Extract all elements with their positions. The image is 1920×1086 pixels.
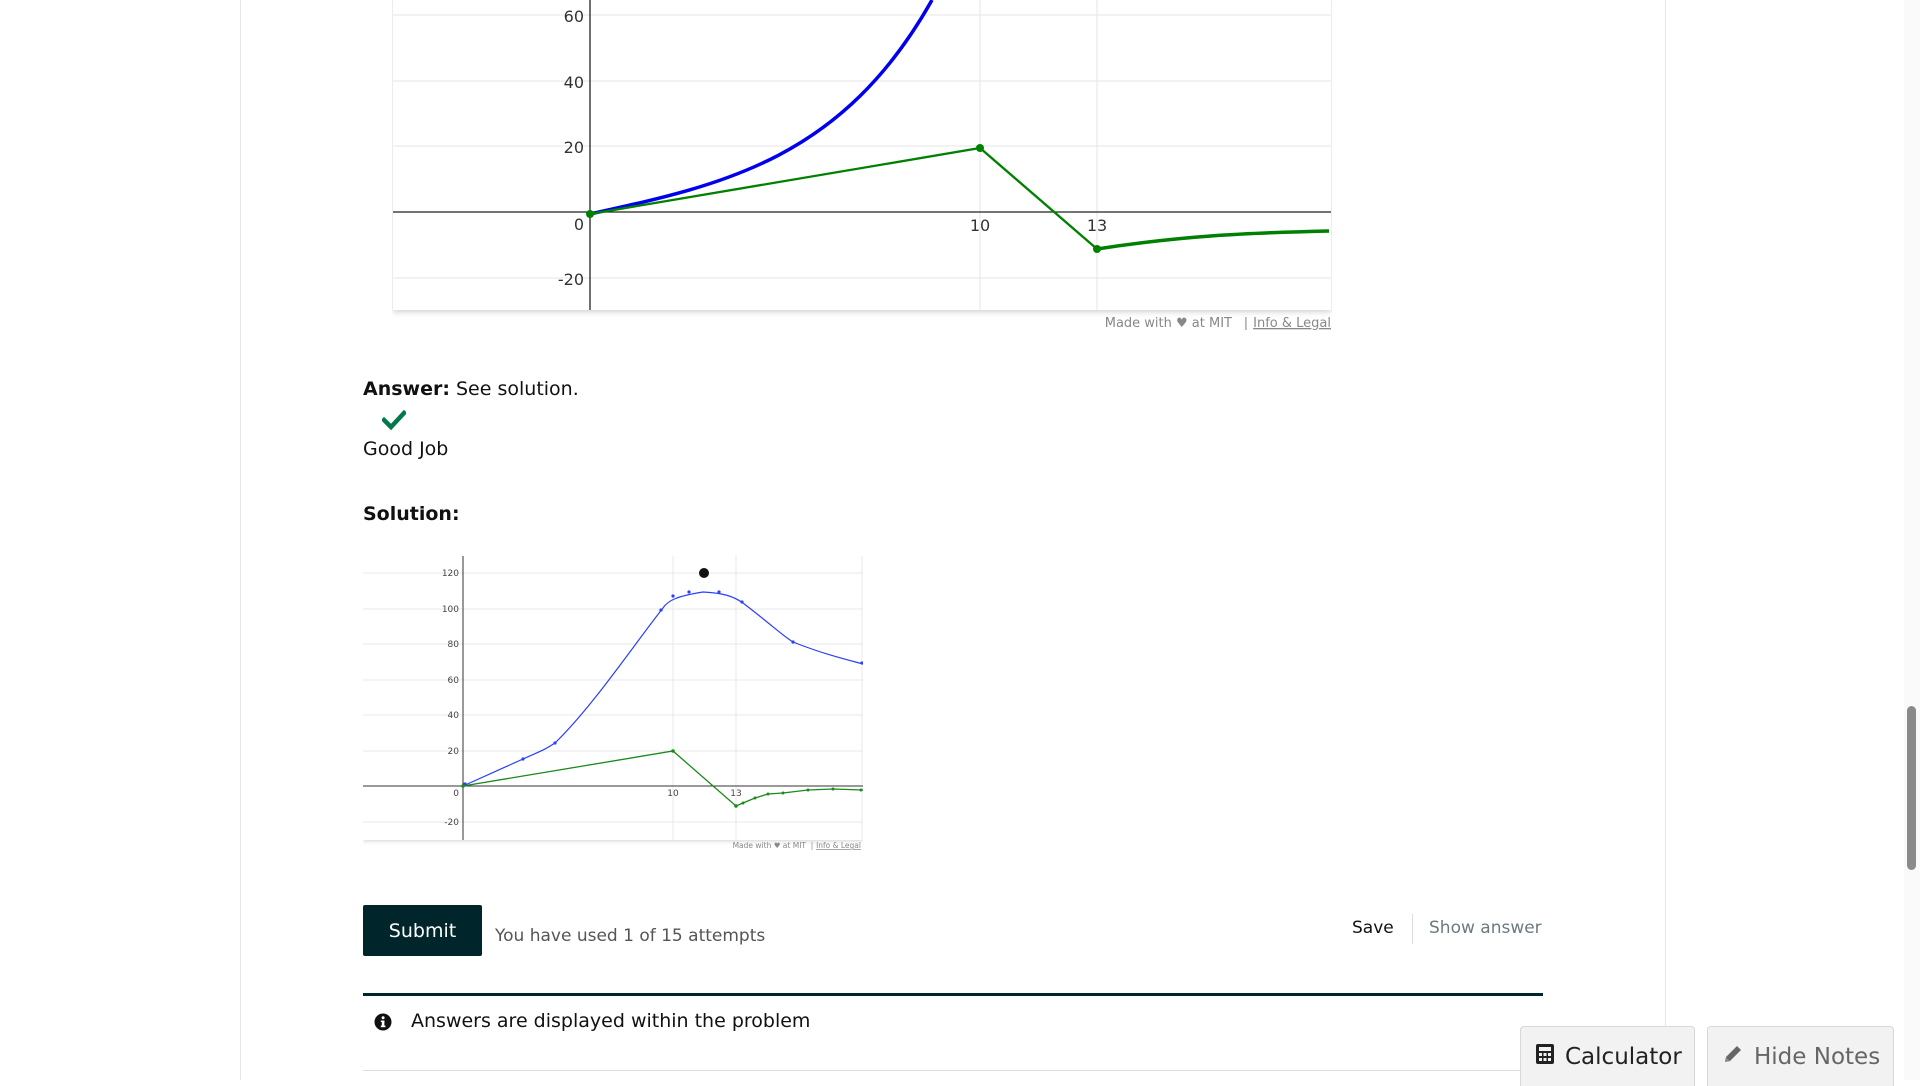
- graph-credit: Made with ♥ at MIT: [1105, 316, 1232, 330]
- green-tail-curve[interactable]: [1096, 229, 1330, 251]
- pencil-icon: [1722, 1043, 1744, 1071]
- info-legal-link[interactable]: Info & Legal: [1253, 316, 1331, 331]
- y-tick-label: 60: [564, 7, 584, 26]
- calculator-icon: [1535, 1043, 1555, 1071]
- answer-label: Answer:: [363, 378, 450, 400]
- solution-gridlines: [363, 556, 863, 840]
- solution-y-tick-label: -20: [444, 818, 459, 828]
- feedback-message: Good Job: [363, 438, 449, 460]
- page-scrollbar-track[interactable]: [1904, 0, 1920, 1080]
- solution-graph: 120 100 80 60 40 20 0 -20 10 13: [363, 556, 864, 850]
- solution-y-tick-label: 80: [448, 640, 460, 650]
- y-tick-label: 0: [574, 215, 584, 234]
- solution-green-line: [462, 750, 864, 807]
- solution-y-tick-label: 120: [442, 569, 459, 579]
- notice-message: Answers are displayed within the problem: [411, 1010, 811, 1032]
- solution-x-tick-label: 13: [730, 789, 741, 799]
- check-icon: [382, 410, 406, 430]
- solution-y-tick-label: 40: [448, 711, 460, 721]
- green-point[interactable]: [586, 210, 594, 218]
- y-tick-label: -20: [558, 270, 584, 289]
- answer-text: See solution.: [456, 378, 579, 400]
- hide-notes-label: Hide Notes: [1754, 1043, 1881, 1070]
- solution-info-legal-link[interactable]: Info & Legal: [816, 841, 861, 850]
- graph-plot-area: [393, 0, 1331, 310]
- solution-y-tick-label: 20: [448, 747, 460, 757]
- solution-heading: Solution:: [363, 503, 460, 525]
- action-divider: [1412, 914, 1413, 944]
- blue-curve[interactable]: [589, 0, 934, 216]
- show-answer-button[interactable]: Show answer: [1429, 918, 1542, 938]
- solution-graph-svg: 120 100 80 60 40 20 0 -20 10 13: [363, 556, 864, 850]
- y-tick-label: 40: [564, 73, 584, 92]
- student-answer-graph[interactable]: 60 40 20 0 -20 10 13 Made with ♥ at MIT …: [392, 0, 1332, 331]
- notice-bottom-rule: [363, 1070, 1543, 1071]
- solution-graph-credit: Made with ♥ at MIT: [733, 841, 807, 850]
- green-point[interactable]: [976, 144, 984, 152]
- attempts-counter: You have used 1 of 15 attempts: [495, 926, 766, 946]
- info-icon: [374, 1013, 392, 1031]
- solution-graph-credit-separator: |: [811, 841, 814, 850]
- save-button[interactable]: Save: [1352, 918, 1394, 938]
- notice-top-rule: [363, 993, 1543, 996]
- graph-gridlines: [393, 0, 1331, 310]
- calculator-label: Calculator: [1565, 1043, 1682, 1070]
- solution-max-point: [699, 568, 709, 578]
- calculator-button[interactable]: Calculator: [1520, 1026, 1695, 1086]
- student-graph-svg[interactable]: 60 40 20 0 -20 10 13 Made with ♥ at MIT …: [392, 0, 1332, 331]
- hide-notes-button[interactable]: Hide Notes: [1707, 1026, 1894, 1086]
- y-tick-label: 20: [564, 138, 584, 157]
- solution-green-points: [461, 749, 863, 808]
- x-tick-label: 10: [970, 216, 990, 235]
- solution-x-tick-label: 10: [667, 789, 679, 799]
- x-tick-label: 13: [1087, 216, 1107, 235]
- solution-y-tick-label: 60: [448, 676, 460, 686]
- solution-plot-area: [363, 556, 863, 840]
- graph-credit-separator: |: [1244, 316, 1248, 330]
- solution-y-tick-label: 0: [453, 789, 459, 799]
- solution-y-tick-label: 100: [442, 605, 459, 615]
- answer-line: Answer: See solution.: [363, 378, 579, 400]
- green-point[interactable]: [1093, 245, 1101, 253]
- page-scrollbar-thumb[interactable]: [1907, 706, 1916, 870]
- submit-button[interactable]: Submit: [363, 905, 482, 956]
